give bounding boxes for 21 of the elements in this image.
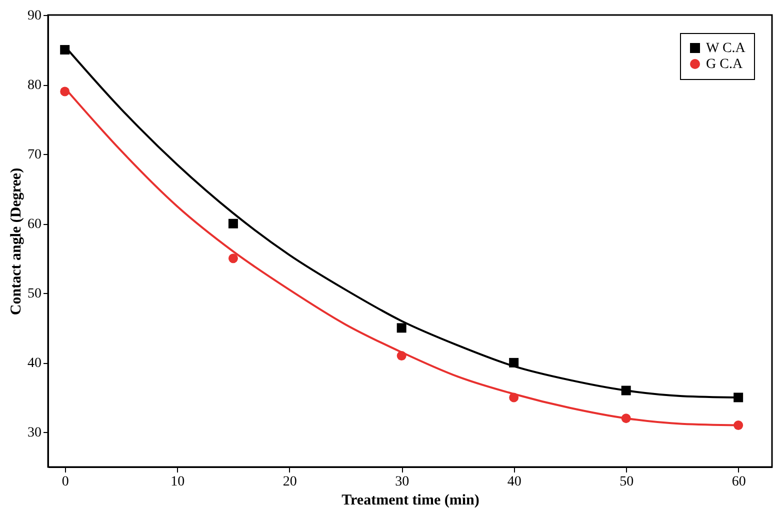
x-tick-label: 50 [620,474,634,490]
y-tick-label: 90 [28,8,42,24]
point [396,323,406,333]
point [228,254,238,264]
y-tick-label: 50 [28,286,42,302]
x-tick-label: 40 [507,474,522,490]
y-tick-label: 70 [28,148,42,163]
x-tick-label: 20 [282,474,297,490]
x-tick-label: 30 [395,474,410,490]
point [228,218,238,228]
x-axis-title: Treatment time (min) [342,492,480,508]
y-axis-title: Contact angle (Degree) [8,168,24,316]
y-tick-label: 30 [28,426,42,441]
x-tick-label: 60 [732,474,746,490]
x-tick-label: 10 [170,474,185,490]
legend-label: G C.A [706,57,744,72]
y-tick-label: 40 [28,356,42,372]
y-tick-label: 60 [28,217,42,232]
x-tick-label: 0 [62,474,69,490]
y-tick-label: 80 [28,78,42,94]
legend-label: W C.A [706,41,746,56]
